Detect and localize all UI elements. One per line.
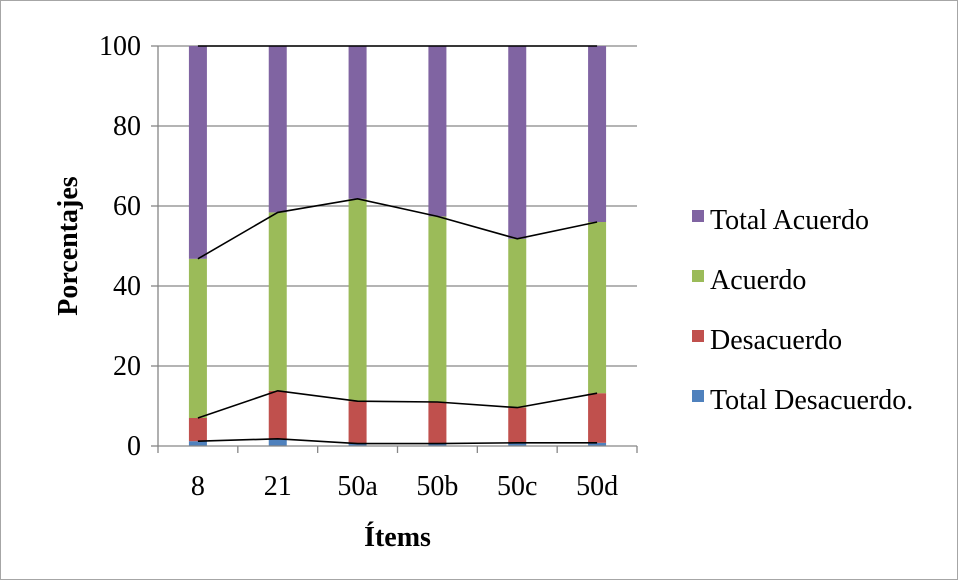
x-tick-label: 21: [264, 471, 292, 502]
bar-segment-desacuerdo-50c: [508, 407, 527, 443]
bar-segment-total-acuerdo-50a: [348, 46, 367, 199]
y-tick-label: 0: [127, 431, 141, 462]
legend-swatch: [692, 210, 704, 222]
bar-segment-acuerdo-50b: [428, 216, 447, 402]
bar-segment-acuerdo-21: [268, 212, 287, 391]
bar-segment-total-desacuerdo-21: [268, 438, 287, 446]
legend-label: Total Desacuerdo.: [710, 385, 913, 416]
y-tick-label: 60: [113, 191, 141, 222]
x-tick-label: 50b: [416, 471, 458, 502]
connector-lines: [197, 45, 598, 445]
legend-swatch: [692, 330, 704, 342]
bar-segment-desacuerdo-50b: [428, 402, 447, 444]
legend-label: Acuerdo: [710, 265, 806, 296]
bar-segment-acuerdo-8: [188, 258, 207, 418]
connector-line: [197, 437, 598, 445]
x-axis-title: Ítems: [364, 522, 431, 553]
bar-segment-total-desacuerdo-50d: [588, 442, 607, 446]
legend-swatch: [692, 390, 704, 402]
bar-segment-total-acuerdo-21: [268, 46, 287, 213]
bar-segment-total-desacuerdo-50a: [348, 443, 367, 446]
bar-segment-desacuerdo-50d: [588, 393, 607, 443]
bar-segment-acuerdo-50c: [508, 238, 527, 408]
bar-segment-total-desacuerdo-50b: [428, 443, 447, 446]
x-tick-label: 8: [191, 471, 205, 502]
y-tick-labels: 0 20 40 60 80 100: [99, 31, 141, 462]
x-tick-label: 50a: [337, 471, 378, 502]
bar-segment-acuerdo-50d: [588, 222, 607, 394]
bar-segment-desacuerdo-21: [268, 390, 287, 439]
x-tick-label: 50c: [497, 471, 537, 502]
gridlines: [151, 45, 637, 447]
connector-line: [197, 197, 598, 260]
bar-segment-total-desacuerdo-8: [188, 441, 207, 446]
bar-segment-desacuerdo-50a: [348, 401, 367, 444]
legend: Total Acuerdo Acuerdo Desacuerdo Total Desa…: [692, 205, 913, 416]
bar-segment-desacuerdo-8: [188, 418, 207, 442]
legend-label: Desacuerdo: [710, 325, 842, 356]
x-tick-labels: 8 21 50a 50b 50c 50d: [191, 471, 618, 502]
connector-line: [197, 389, 598, 419]
bar-segment-acuerdo-50a: [348, 198, 367, 402]
y-tick-label: 40: [113, 271, 141, 302]
bar-segment-total-acuerdo-50b: [428, 46, 447, 217]
x-tick-label: 50d: [576, 471, 618, 502]
bar-segment-total-desacuerdo-50c: [508, 442, 527, 446]
bar-segment-total-acuerdo-8: [188, 46, 207, 259]
legend-label: Total Acuerdo: [710, 205, 869, 236]
bar-segment-total-acuerdo-50c: [508, 46, 527, 239]
axes: [157, 46, 638, 453]
legend-swatch: [692, 270, 704, 282]
bars: [188, 46, 607, 446]
bar-segment-total-acuerdo-50d: [588, 46, 607, 222]
y-tick-label: 80: [113, 111, 141, 142]
y-tick-label: 20: [113, 351, 141, 382]
y-axis-title: Porcentajes: [53, 176, 84, 316]
y-tick-label: 100: [99, 31, 141, 62]
